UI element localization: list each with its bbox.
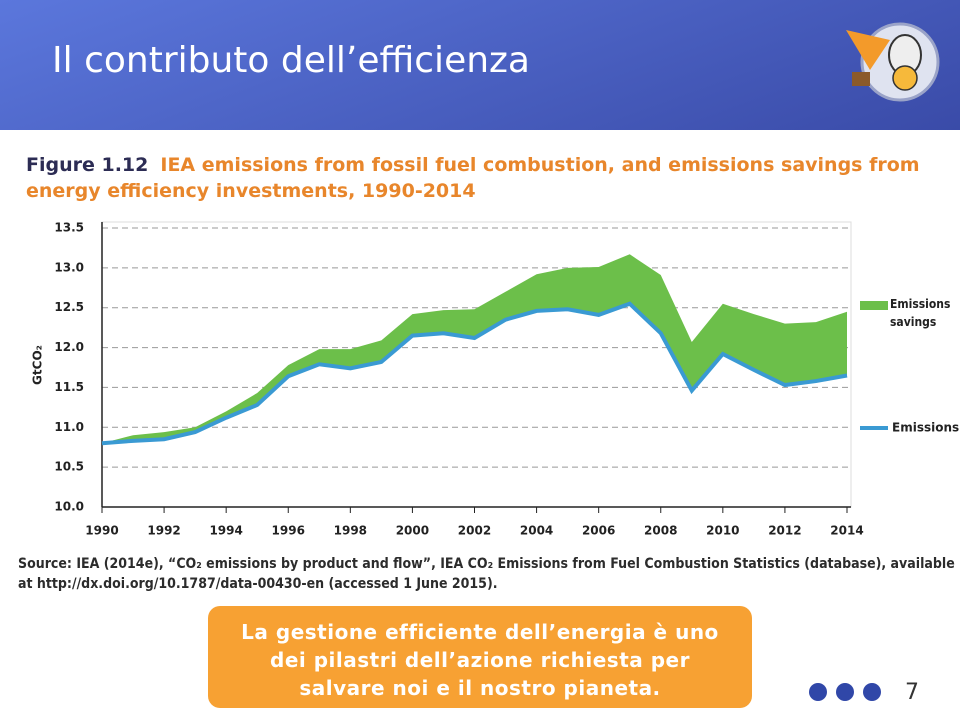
page-number: 7 <box>905 680 919 705</box>
nav-dot <box>809 683 827 701</box>
x-tick-label: 2006 <box>582 524 615 538</box>
chart-title: IEA emissions from fossil fuel combustio… <box>26 154 920 202</box>
emissions-line <box>101 301 848 446</box>
plot-frame <box>101 221 852 508</box>
x-tick-label: 1992 <box>147 524 180 538</box>
y-tick-label: 12.5 <box>54 300 84 314</box>
y-tick-label: 10.0 <box>54 500 84 514</box>
y-tick-label: 11.0 <box>54 420 84 434</box>
y-tick-label: 13.5 <box>54 221 84 235</box>
x-tick-label: 1998 <box>334 524 367 538</box>
mascot <box>846 22 940 102</box>
x-tick-label: 2000 <box>396 524 429 538</box>
x-tick-label: 1990 <box>85 524 118 538</box>
x-tick-label: 2008 <box>644 524 677 538</box>
nav-dot <box>863 683 881 701</box>
y-axis-label: GtCO₂ <box>31 345 45 385</box>
x-tick-label: 2004 <box>520 524 553 538</box>
x-tick-label: 1994 <box>209 524 242 538</box>
y-tick-label: 10.5 <box>54 460 84 474</box>
y-tick-label: 11.5 <box>54 380 84 394</box>
slide-title: Il contributo dell’efficienza <box>52 40 530 81</box>
x-tick-label: 2010 <box>706 524 739 538</box>
nav-dot <box>836 683 854 701</box>
x-tick-label: 2014 <box>830 524 863 538</box>
y-tick-label: 12.0 <box>54 340 84 354</box>
y-tick-label: 13.0 <box>54 260 84 274</box>
x-tick-label: 2012 <box>768 524 801 538</box>
legend-swatch <box>860 301 888 310</box>
legend-box: Emissions savings <box>890 297 951 329</box>
callout: La gestione efficiente dell’energia è un… <box>208 606 752 708</box>
figure-label: Figure 1.12 <box>26 154 149 176</box>
legend-label: Emissions savings <box>890 297 951 329</box>
header-band <box>0 0 960 130</box>
legend-label: Emissions <box>892 421 959 435</box>
chart-title-block: Figure 1.12 IEA emissions from fossil fue… <box>26 152 951 204</box>
x-tick-label: 1996 <box>272 524 305 538</box>
x-tick-label: 2002 <box>458 524 491 538</box>
savings-area <box>102 254 847 444</box>
source-note: Source: IEA (2014e), “CO₂ emissions by p… <box>18 556 955 592</box>
